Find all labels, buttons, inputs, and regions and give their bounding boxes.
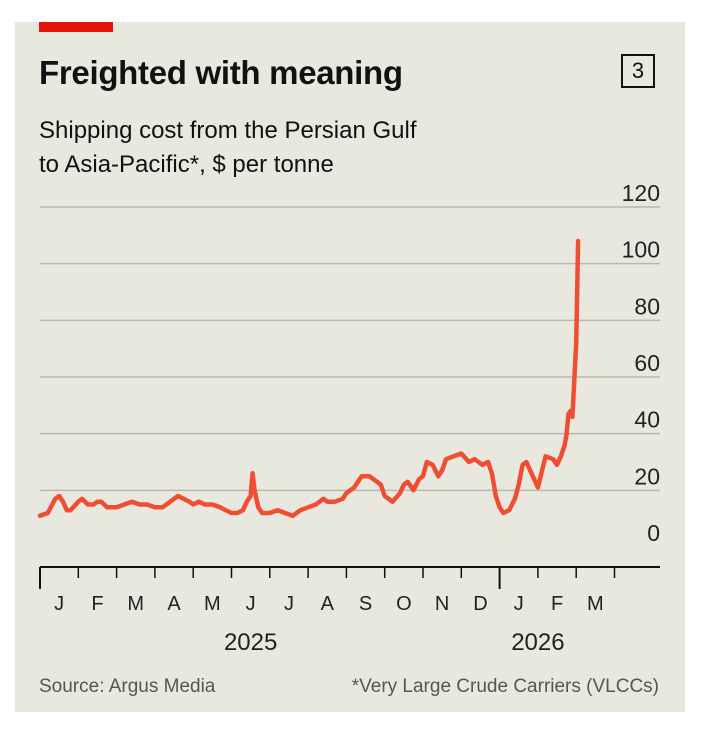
- month-label: O: [396, 593, 412, 615]
- footnote: *Very Large Crude Carriers (VLCCs): [351, 676, 659, 697]
- month-label: M: [587, 593, 604, 615]
- year-label: 2025: [224, 629, 277, 656]
- subtitle-line-1: Shipping cost from the Persian Gulf: [39, 117, 417, 144]
- month-label: J: [54, 593, 64, 615]
- month-label: A: [321, 593, 335, 615]
- month-label: D: [473, 593, 487, 615]
- subtitle-line-2: to Asia-Pacific*, $ per tonne: [39, 151, 334, 178]
- series-line-0: [37, 238, 581, 519]
- y-axis-tick-labels: 0 20 40 60 80 100 120: [622, 180, 660, 546]
- month-label: F: [91, 593, 103, 615]
- year-label: 2026: [511, 629, 564, 656]
- y-tick-label: 0: [647, 520, 660, 546]
- gridlines: [40, 206, 660, 492]
- month-label: M: [204, 593, 221, 615]
- y-tick-label: 40: [634, 407, 660, 433]
- month-label: F: [551, 593, 563, 615]
- month-label: J: [514, 593, 524, 615]
- y-tick-label: 80: [634, 293, 660, 319]
- month-label: S: [359, 593, 372, 615]
- brand-red-bar: [39, 22, 113, 32]
- chart-number-badge: 3: [621, 54, 655, 88]
- chart-subtitle: Shipping cost from the Persian Gulf to A…: [39, 114, 417, 182]
- month-label: M: [127, 593, 144, 615]
- chart-title: Freighted with meaning: [39, 54, 403, 91]
- y-tick-label: 120: [622, 180, 660, 206]
- month-label: J: [284, 593, 294, 615]
- month-label: J: [246, 593, 256, 615]
- source-note: Source: Argus Media: [39, 676, 216, 697]
- month-label: N: [435, 593, 449, 615]
- series-layer: [37, 238, 581, 519]
- y-tick-label: 60: [634, 350, 660, 376]
- y-tick-label: 100: [622, 237, 660, 263]
- month-label: A: [167, 593, 181, 615]
- y-tick-label: 20: [634, 463, 660, 489]
